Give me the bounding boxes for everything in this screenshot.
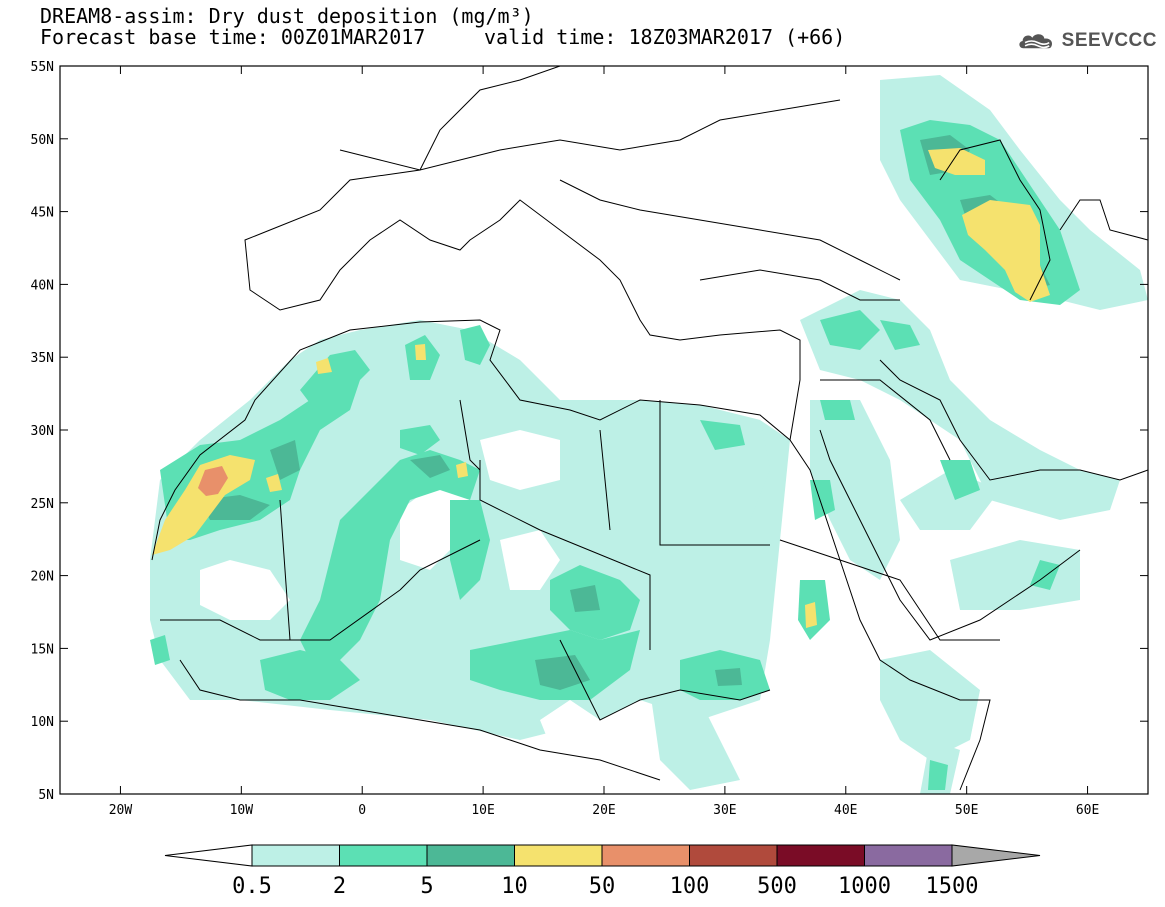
colorbar-swatch (601, 844, 690, 867)
deposition-class-10-50 (152, 148, 1050, 628)
lat-tick-label: 50N (31, 133, 54, 148)
lon-tick-label: 60E (1076, 803, 1099, 818)
colorbar-low-triangle (164, 844, 253, 867)
coastlines-borders (151, 66, 1148, 791)
colorbar-swatch (776, 844, 865, 867)
lat-tick-label: 10N (31, 715, 54, 730)
colorbar-high-triangle (951, 844, 1041, 867)
lon-tick-label: 0 (358, 803, 366, 818)
colorbar-label: 0.5 (232, 874, 272, 899)
colorbar-label: 50 (589, 874, 616, 899)
colorbar-swatch (426, 844, 515, 867)
lon-tick-label: 10E (471, 803, 494, 818)
colorbar-label: 2 (333, 874, 346, 899)
colorbar-label: 10 (501, 874, 528, 899)
latitude-ticks: 5N 10N 15N 20N 25N 30N 35N 40N 45N 50N 55N (31, 60, 1148, 803)
valid-time: valid time: 18Z03MAR2017 (+66) (484, 25, 846, 49)
colorbar-swatch (864, 844, 953, 867)
map-title: DREAM8-assim: Dry dust deposition (mg/m³… (40, 4, 534, 28)
colorbar-label: 1500 (926, 874, 979, 899)
lat-tick-label: 40N (31, 278, 54, 293)
colorbar-swatch (339, 844, 428, 867)
colorbar-swatch (251, 844, 340, 867)
colorbar-label: 500 (757, 874, 797, 899)
longitude-ticks: 20W 10W 0 10E 20E 30E 40E 50E 60E (109, 66, 1099, 818)
lon-tick-label: 20W (109, 803, 133, 818)
forecast-base-time: Forecast base time: 00Z01MAR2017 (40, 25, 426, 49)
lat-tick-label: 45N (31, 206, 54, 221)
lon-tick-label: 50E (955, 803, 978, 818)
colorbar: 0.5 2 5 10 50 100 500 1000 1500 (164, 844, 1041, 899)
deposition-class-50-100 (198, 466, 228, 496)
lon-tick-label: 40E (834, 803, 857, 818)
lat-tick-label: 25N (31, 497, 54, 512)
lat-tick-label: 55N (31, 60, 54, 75)
cloud-logo-icon (1019, 34, 1053, 49)
logo-text: SEEVCCC (1061, 30, 1157, 51)
seevccc-logo: SEEVCCC (1017, 27, 1157, 55)
deposition-field (150, 75, 1148, 794)
colorbar-label: 5 (420, 874, 433, 899)
below-threshold-patches (200, 430, 600, 770)
lat-tick-label: 20N (31, 570, 54, 585)
lat-tick-label: 35N (31, 351, 54, 366)
lat-tick-label: 30N (31, 424, 54, 439)
lon-tick-label: 20E (592, 803, 615, 818)
colorbar-swatch (689, 844, 778, 867)
lon-tick-label: 30E (713, 803, 736, 818)
colorbar-label: 100 (670, 874, 710, 899)
lon-tick-label: 10W (230, 803, 254, 818)
lat-tick-label: 5N (38, 788, 54, 803)
lat-tick-label: 15N (31, 642, 54, 657)
colorbar-swatch (514, 844, 603, 867)
colorbar-label: 1000 (838, 874, 891, 899)
